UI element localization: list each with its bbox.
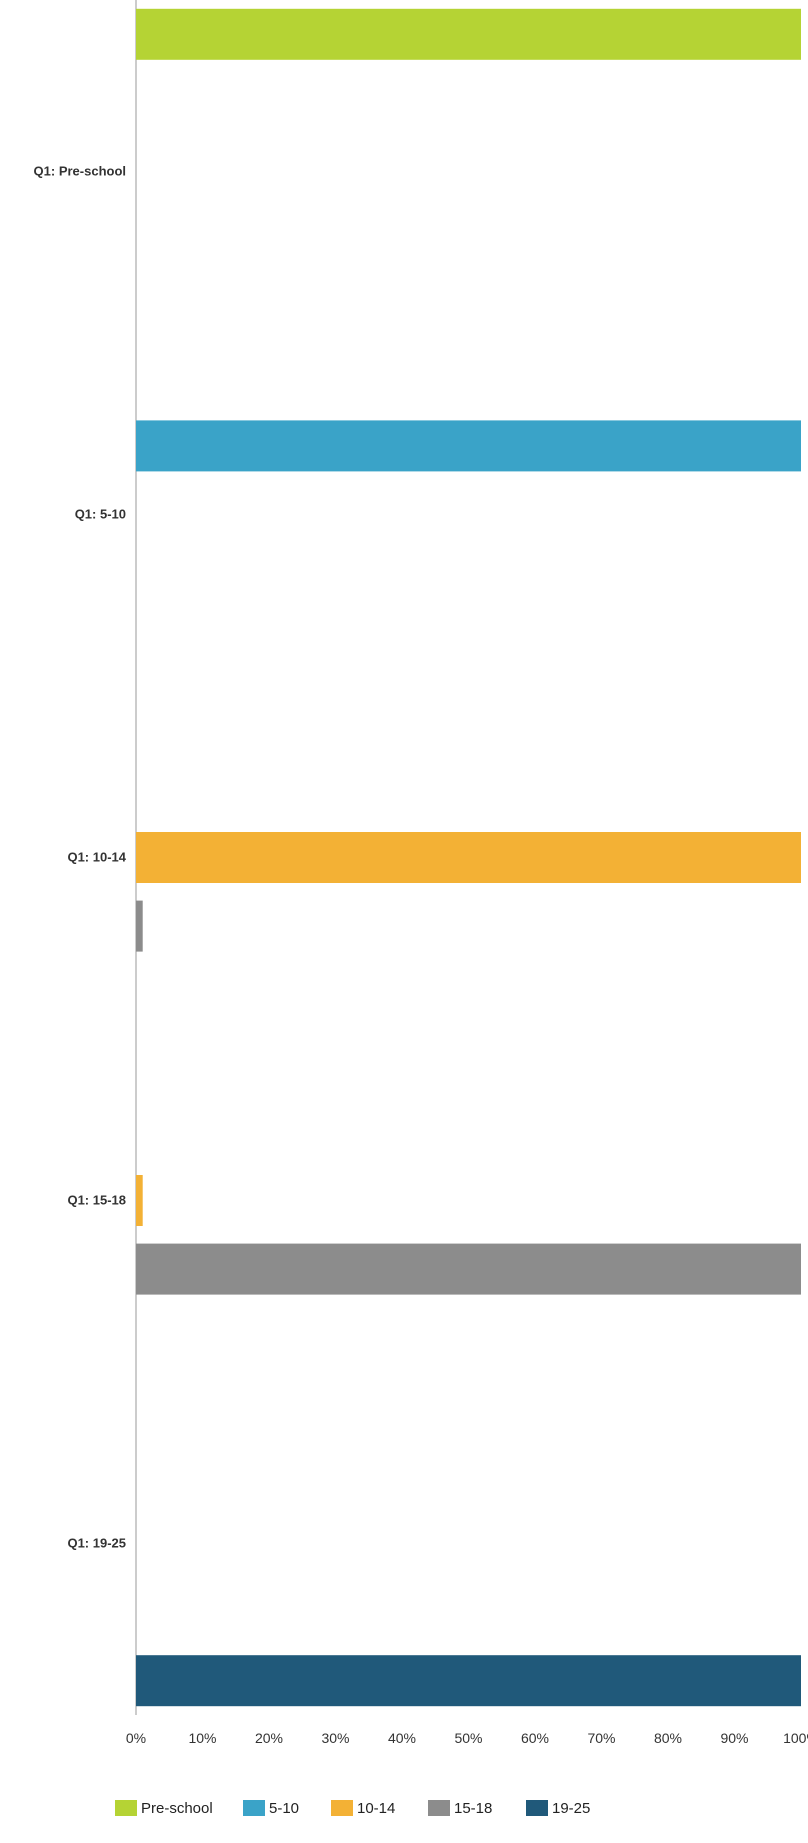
x-tick-label: 100%	[783, 1730, 808, 1746]
legend-label-19-25: 19-25	[552, 1800, 590, 1817]
legend-label-5-10: 5-10	[269, 1800, 299, 1817]
category-label: Q1: 10-14	[67, 850, 126, 865]
x-tick-label: 80%	[654, 1730, 682, 1746]
category-label: Q1: 15-18	[67, 1193, 126, 1208]
bar-15-18-cat-3	[136, 1243, 801, 1295]
bar-5-10-cat-1	[136, 420, 801, 472]
x-tick-label: 30%	[321, 1730, 349, 1746]
legend-label-10-14: 10-14	[357, 1800, 395, 1817]
legend-swatch-19-25	[526, 1800, 548, 1816]
legend-swatch-5-10	[243, 1800, 265, 1816]
bar-19-25-cat-4	[136, 1655, 801, 1707]
legend-swatch-pre-school	[115, 1800, 137, 1816]
category-label: Q1: 19-25	[67, 1536, 126, 1551]
bar-15-18-cat-2	[136, 900, 143, 952]
category-label: Q1: 5-10	[75, 507, 126, 522]
legend-label-15-18: 15-18	[454, 1800, 492, 1817]
x-tick-label: 40%	[388, 1730, 416, 1746]
x-tick-label: 70%	[587, 1730, 615, 1746]
x-tick-label: 60%	[521, 1730, 549, 1746]
bar-10-14-cat-2	[136, 832, 801, 883]
legend-swatch-10-14	[331, 1800, 353, 1816]
legend-label-pre-school: Pre-school	[141, 1800, 213, 1817]
legend-swatch-15-18	[428, 1800, 450, 1816]
x-tick-label: 10%	[188, 1730, 216, 1746]
bar-10-14-cat-3	[136, 1175, 143, 1226]
x-tick-label: 90%	[720, 1730, 748, 1746]
bar-pre-school-cat-0	[136, 8, 801, 60]
x-tick-label: 20%	[255, 1730, 283, 1746]
x-tick-label: 0%	[126, 1730, 146, 1746]
category-label: Q1: Pre-school	[34, 164, 126, 179]
x-tick-label: 50%	[454, 1730, 482, 1746]
